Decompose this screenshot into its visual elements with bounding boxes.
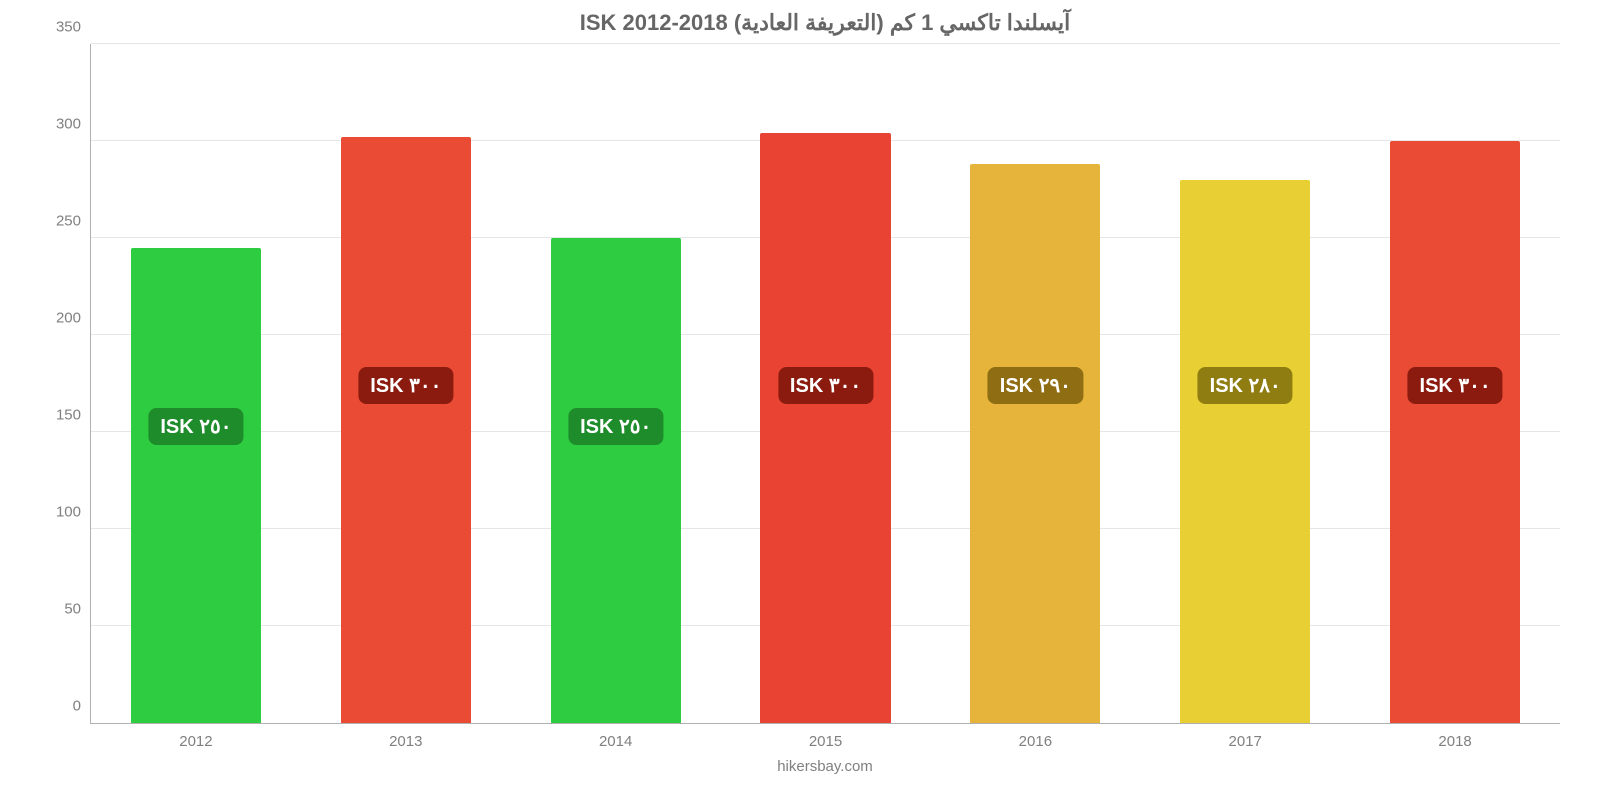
attribution-text: hikersbay.com <box>90 758 1560 775</box>
x-axis-label: 2016 <box>1019 723 1052 750</box>
bar-slot: ٢٨٠ ISK2017 <box>1140 44 1350 723</box>
value-badge: ٢٥٠ ISK <box>568 408 663 445</box>
chart-container: آيسلندا تاكسي 1 كم (التعريفة العادية) IS… <box>0 0 1600 800</box>
plot-area: 050100150200250300350٢٥٠ ISK2012٣٠٠ ISK2… <box>90 44 1560 724</box>
x-axis-label: 2012 <box>179 723 212 750</box>
y-axis-label: 0 <box>73 698 91 715</box>
x-axis-label: 2015 <box>809 723 842 750</box>
y-axis-label: 150 <box>56 407 91 424</box>
chart-title: آيسلندا تاكسي 1 كم (التعريفة العادية) IS… <box>90 10 1560 36</box>
value-badge: ٣٠٠ ISK <box>358 367 453 404</box>
x-axis-label: 2013 <box>389 723 422 750</box>
bar <box>1180 180 1310 723</box>
bar-slot: ٢٥٠ ISK2014 <box>511 44 721 723</box>
y-axis-label: 300 <box>56 116 91 133</box>
bar-slot: ٣٠٠ ISK2013 <box>301 44 511 723</box>
bar <box>551 238 681 723</box>
y-axis-label: 100 <box>56 504 91 521</box>
bar-slot: ٢٩٠ ISK2016 <box>930 44 1140 723</box>
value-badge: ٢٨٠ ISK <box>1198 367 1293 404</box>
x-axis-label: 2018 <box>1438 723 1471 750</box>
y-axis-label: 50 <box>64 601 91 618</box>
y-axis-label: 250 <box>56 213 91 230</box>
value-badge: ٣٠٠ ISK <box>1408 367 1503 404</box>
bar <box>341 137 471 723</box>
bar-slot: ٣٠٠ ISK2018 <box>1350 44 1560 723</box>
value-badge: ٢٩٠ ISK <box>988 367 1083 404</box>
x-axis-label: 2014 <box>599 723 632 750</box>
value-badge: ٢٥٠ ISK <box>148 408 243 445</box>
value-badge: ٣٠٠ ISK <box>778 367 873 404</box>
y-axis-label: 200 <box>56 310 91 327</box>
bar-slot: ٢٥٠ ISK2012 <box>91 44 301 723</box>
bar <box>131 248 261 723</box>
bar-slot: ٣٠٠ ISK2015 <box>721 44 931 723</box>
x-axis-label: 2017 <box>1229 723 1262 750</box>
bar <box>970 164 1100 723</box>
bar <box>760 133 890 723</box>
bars-group: ٢٥٠ ISK2012٣٠٠ ISK2013٢٥٠ ISK2014٣٠٠ ISK… <box>91 44 1560 723</box>
y-axis-label: 350 <box>56 19 91 36</box>
bar <box>1390 141 1520 723</box>
